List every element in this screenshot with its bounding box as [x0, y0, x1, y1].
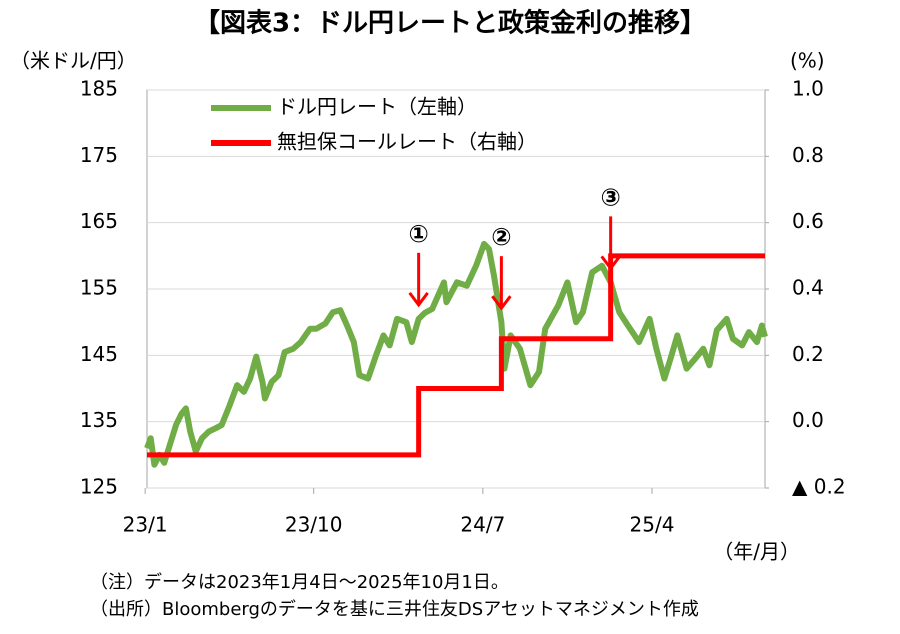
y-tick-label: 135: [80, 408, 118, 432]
y2-tick-label: 0.6: [792, 209, 824, 233]
y-tick-label: 175: [80, 143, 118, 167]
y2-tick-label: ▲ 0.2: [792, 475, 846, 499]
note: （注）データは2023年1月4日～2025年10月1日。: [90, 572, 509, 593]
annotation-arrowhead: [491, 295, 512, 311]
y2-tick-label: 0.8: [792, 143, 824, 167]
y2-tick-label: 0.0: [792, 408, 824, 432]
x-tick-label: 25/4: [630, 513, 675, 537]
annotation-label: ①: [408, 220, 428, 248]
y2-axis-label: (%): [790, 49, 825, 73]
y2-tick-label: 1.0: [792, 77, 824, 101]
annotation-label: ②: [491, 223, 511, 251]
y-tick-label: 155: [80, 276, 118, 300]
x-axis-label: （年/月）: [713, 540, 800, 564]
y2-tick-label: 0.4: [792, 276, 824, 300]
legend-label: ドル円レート（左軸）: [277, 95, 477, 119]
annotation-arrowhead: [408, 291, 429, 308]
grid: [147, 89, 765, 489]
series-line: [144, 240, 768, 468]
y-axis-label: （米ドル/円）: [10, 49, 137, 73]
annotation-arrowhead: [600, 255, 621, 271]
y-tick-label: 145: [80, 342, 118, 366]
legend-label: 無担保コールレート（右軸）: [277, 130, 537, 154]
y-tick-label: 185: [80, 77, 118, 101]
x-tick-label: 23/1: [123, 513, 168, 537]
y-tick-label: 125: [80, 475, 118, 499]
note: （出所）Bloombergのデータを基に三井住友DSアセットマネジメント作成: [90, 599, 699, 620]
chart-title: 【図表3：ドル円レートと政策金利の推移】: [194, 8, 706, 39]
y-tick-label: 165: [80, 209, 118, 233]
x-tick-label: 24/7: [460, 513, 505, 537]
x-tick-label: 23/10: [285, 513, 343, 537]
annotation-label: ③: [600, 183, 620, 211]
y2-tick-label: 0.2: [792, 342, 824, 366]
